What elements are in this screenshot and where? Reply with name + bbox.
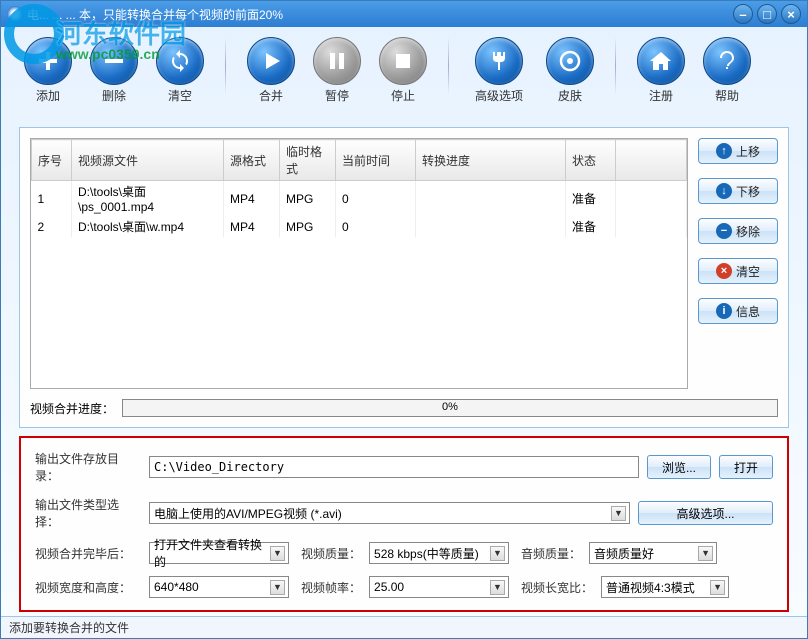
video-size-label: 视频宽度和高度：: [35, 579, 141, 596]
table-row[interactable]: 2D:\tools\桌面\w.mp4MP4MPG0准备: [32, 216, 687, 237]
window-title: 电... ... ... 本，只能转换合并每个视频的前面20%: [27, 6, 283, 23]
file-list-panel: 序号视频源文件源格式临时格式当前时间转换进度状态 1D:\tools\桌面\ps…: [19, 127, 789, 428]
video-quality-select[interactable]: 528 kbps(中等质量): [369, 542, 509, 564]
col-header[interactable]: 视频源文件: [72, 140, 224, 181]
side-btn-icon: ↓: [716, 183, 732, 199]
merge-progress-label: 视频合并进度：: [30, 400, 114, 417]
app-icon: [7, 6, 23, 22]
help-icon: [703, 37, 751, 85]
minus-icon: [90, 37, 138, 85]
advanced-button[interactable]: 高级选项: [463, 37, 535, 104]
output-type-label: 输出文件类型选择：: [35, 496, 141, 530]
move-up-button[interactable]: ↑上移: [698, 138, 778, 164]
main-window: 河东软件园 www.pc0359.cn 电... ... ... 本，只能转换合…: [0, 0, 808, 639]
side-btn-icon: i: [716, 303, 732, 319]
maximize-button[interactable]: □: [757, 4, 777, 24]
col-header[interactable]: 转换进度: [416, 140, 566, 181]
file-table[interactable]: 序号视频源文件源格式临时格式当前时间转换进度状态 1D:\tools\桌面\ps…: [30, 138, 688, 389]
merge-button[interactable]: 合并: [240, 37, 302, 104]
fps-select[interactable]: 25.00: [369, 576, 509, 598]
close-button[interactable]: ×: [781, 4, 801, 24]
refresh-icon: [156, 37, 204, 85]
clear-button[interactable]: 清空: [149, 37, 211, 104]
clear-list-button[interactable]: ×清空: [698, 258, 778, 284]
minimize-button[interactable]: –: [733, 4, 753, 24]
audio-quality-label: 音频质量：: [521, 545, 581, 562]
adv-options-button[interactable]: 高级选项...: [638, 501, 773, 525]
side-btn-icon: −: [716, 223, 732, 239]
table-row[interactable]: 1D:\tools\桌面\ps_0001.mp4MP4MPG0准备: [32, 181, 687, 217]
col-header[interactable]: 序号: [32, 140, 72, 181]
aspect-select[interactable]: 普通视频4:3模式: [601, 576, 729, 598]
remove-button[interactable]: −移除: [698, 218, 778, 244]
after-merge-label: 视频合并完毕后：: [35, 545, 141, 562]
output-settings-panel: 输出文件存放目录： 浏览... 打开 输出文件类型选择： 电脑上使用的AVI/M…: [19, 436, 789, 612]
pause-icon: [313, 37, 361, 85]
output-dir-label: 输出文件存放目录：: [35, 450, 141, 484]
audio-quality-select[interactable]: 音频质量好: [589, 542, 717, 564]
skin-icon: [546, 37, 594, 85]
delete-button[interactable]: 删除: [83, 37, 145, 104]
skin-button[interactable]: 皮肤: [539, 37, 601, 104]
stop-icon: [379, 37, 427, 85]
after-merge-select[interactable]: 打开文件夹查看转换的: [149, 542, 289, 564]
stop-button[interactable]: 停止: [372, 37, 434, 104]
col-header[interactable]: 临时格式: [280, 140, 336, 181]
output-dir-input[interactable]: [149, 456, 639, 478]
browse-button[interactable]: 浏览...: [647, 455, 711, 479]
merge-progress-bar: 0%: [122, 399, 778, 417]
register-button[interactable]: 注册: [630, 37, 692, 104]
tools-icon: [475, 37, 523, 85]
status-bar: 添加要转换合并的文件: [1, 616, 807, 638]
pause-button[interactable]: 暂停: [306, 37, 368, 104]
fps-label: 视频帧率：: [301, 579, 361, 596]
side-btn-icon: ×: [716, 263, 732, 279]
move-down-button[interactable]: ↓下移: [698, 178, 778, 204]
title-bar: 电... ... ... 本，只能转换合并每个视频的前面20% – □ ×: [1, 1, 807, 27]
info-button[interactable]: i信息: [698, 298, 778, 324]
side-btn-icon: ↑: [716, 143, 732, 159]
col-header[interactable]: 当前时间: [336, 140, 416, 181]
main-toolbar: 添加删除清空合并暂停停止高级选项皮肤注册帮助: [1, 27, 807, 127]
add-button[interactable]: 添加: [17, 37, 79, 104]
play-icon: [247, 37, 295, 85]
video-size-select[interactable]: 640*480: [149, 576, 289, 598]
home-icon: [637, 37, 685, 85]
output-type-select[interactable]: 电脑上使用的AVI/MPEG视频 (*.avi): [149, 502, 630, 524]
help-button[interactable]: 帮助: [696, 37, 758, 104]
list-side-buttons: ↑上移 ↓下移 −移除 ×清空 i信息: [698, 138, 778, 389]
col-header[interactable]: 状态: [566, 140, 616, 181]
open-dir-button[interactable]: 打开: [719, 455, 773, 479]
col-header[interactable]: 源格式: [224, 140, 280, 181]
aspect-label: 视频长宽比：: [521, 579, 593, 596]
video-quality-label: 视频质量：: [301, 545, 361, 562]
plus-icon: [24, 37, 72, 85]
